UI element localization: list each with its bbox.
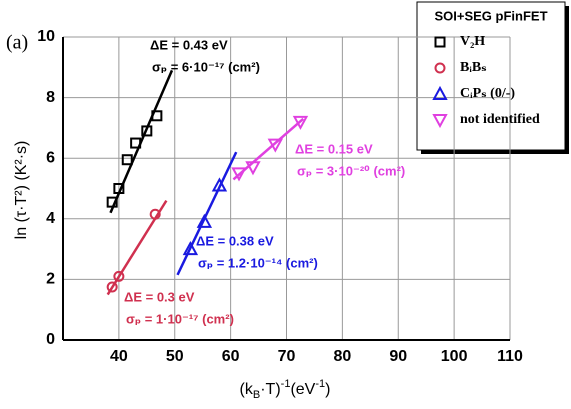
- legend-box: [416, 1, 566, 151]
- marker: [432, 85, 448, 100]
- annotation: ΔE = 0.43 eV: [150, 37, 228, 52]
- x-label-part: B: [253, 389, 260, 401]
- legend-label: BᵢBₛ: [460, 60, 487, 75]
- legend-label: not identified: [460, 112, 540, 127]
- x-tick-label: 90: [389, 348, 407, 365]
- marker: [211, 177, 228, 192]
- legend-label: CᵢPₛ (0/-): [460, 86, 515, 101]
- marker: [196, 213, 213, 228]
- y-axis-label: ln (τ·T²) (K²·s): [13, 141, 30, 240]
- y-tick-label: 2: [46, 271, 55, 288]
- x-tick-label: 100: [441, 348, 468, 365]
- marker: [267, 138, 284, 153]
- marker: [432, 114, 448, 129]
- x-label-part: (eV: [290, 381, 315, 398]
- marker: [130, 137, 142, 149]
- annotation: ΔE = 0.15 eV: [295, 141, 373, 156]
- x-tick-label: 60: [222, 348, 240, 365]
- marker: [106, 281, 118, 293]
- y-tick-label: 0: [46, 331, 55, 348]
- annotation: ΔE = 0.3 eV: [124, 289, 195, 304]
- x-label-part: ): [325, 381, 330, 398]
- x-tick-label: 110: [497, 348, 523, 365]
- marker: [434, 62, 446, 74]
- x-label-part: -1: [315, 378, 325, 390]
- x-tick-label: 80: [333, 348, 351, 365]
- x-label-part: (k: [240, 381, 254, 398]
- annotation: σₚ = 1·10⁻¹⁷ (cm²): [126, 311, 234, 326]
- annotation: σₚ = 3·10⁻²⁰ (cm²): [297, 163, 405, 178]
- legend-label: V₂H: [460, 34, 485, 49]
- x-label-part: -1: [281, 378, 291, 390]
- marker: [245, 161, 261, 176]
- annotation: σₚ = 6·10⁻¹⁷ (cm²): [152, 59, 260, 74]
- marker: [106, 196, 118, 208]
- y-tick-label: 6: [46, 149, 55, 166]
- marker: [151, 110, 163, 122]
- marker: [113, 183, 125, 194]
- y-tick-label: 8: [46, 89, 55, 106]
- marker: [149, 208, 161, 220]
- marker: [113, 270, 125, 282]
- fit-line: [109, 69, 174, 214]
- marker: [434, 36, 446, 48]
- x-label-part: ·T): [260, 381, 280, 398]
- panel-label: (a): [6, 32, 28, 54]
- marker: [182, 241, 199, 256]
- legend-title: SOI+SEG pFinFET: [434, 8, 547, 23]
- y-tick-label: 10: [37, 28, 55, 45]
- x-tick-label: 50: [166, 348, 184, 365]
- marker: [231, 167, 247, 182]
- marker: [121, 154, 133, 166]
- x-axis-label: (kB·T)-1(eV-1): [240, 378, 331, 401]
- fit-line: [106, 199, 168, 296]
- annotation: ΔE = 0.38 eV: [196, 233, 274, 248]
- x-tick-label: 40: [110, 348, 128, 365]
- x-tick-label: 70: [278, 348, 296, 365]
- marker: [292, 115, 309, 130]
- marker: [141, 125, 153, 137]
- annotation: σₚ = 1.2·10⁻¹⁴ (cm²): [198, 255, 318, 270]
- y-tick-label: 4: [46, 210, 55, 227]
